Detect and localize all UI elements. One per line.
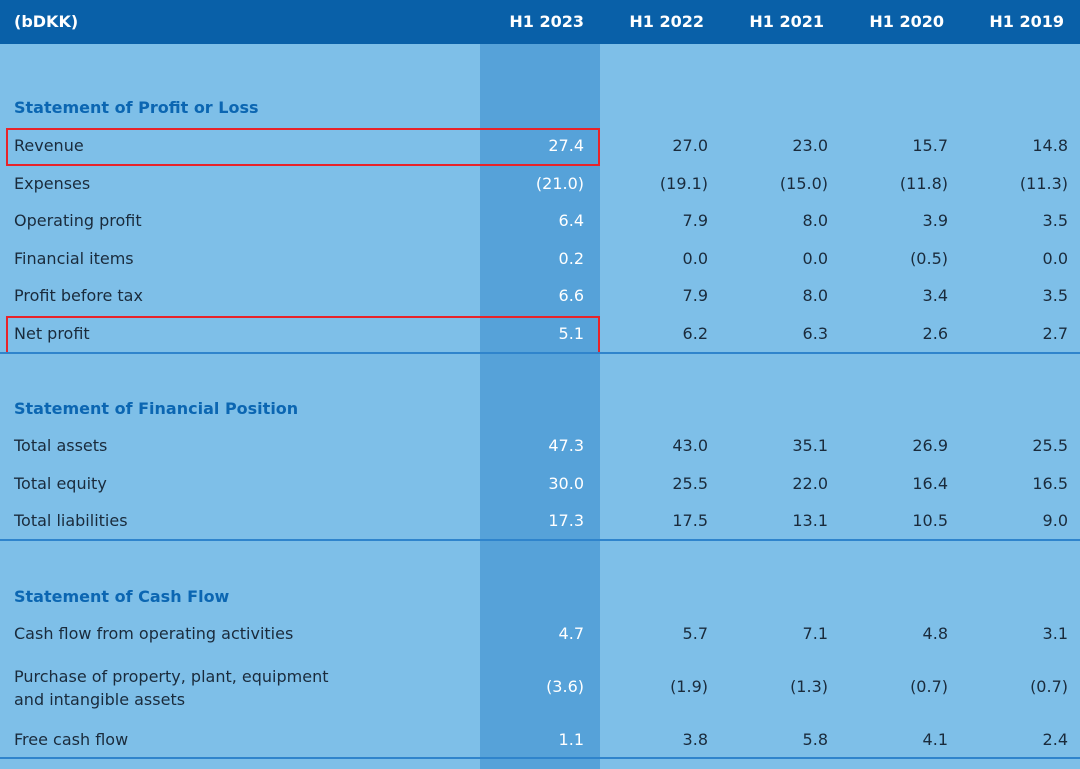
- revenue-highlight-box: [6, 128, 600, 166]
- section-divider: [0, 352, 1080, 354]
- cell-value: 7.9: [682, 286, 708, 305]
- cell-value: 6.6: [558, 286, 584, 305]
- cell-value: 0.2: [558, 249, 584, 268]
- row-label-capex-line-2: and intangible assets: [14, 690, 186, 709]
- cell-value: 17.5: [672, 511, 708, 530]
- cell-value: (0.5): [910, 249, 948, 268]
- row-label-total-equity: Total equity: [14, 474, 107, 493]
- cell-value: 8.0: [802, 286, 828, 305]
- row-label-capex: Purchase of property, plant, equipment a…: [14, 665, 434, 711]
- section-divider: [0, 539, 1080, 541]
- row-label-financial-items: Financial items: [14, 249, 134, 268]
- cell-value: 5.1: [558, 324, 584, 343]
- cell-value: 3.1: [1042, 624, 1068, 643]
- table-header: (bDKK) H1 2023 H1 2022 H1 2021 H1 2020 H…: [0, 0, 1080, 44]
- cell-value: 47.3: [548, 436, 584, 455]
- column-header-h1-2023: H1 2023: [509, 12, 584, 31]
- net-profit-highlight-box: [6, 316, 600, 354]
- cell-value: 17.3: [548, 511, 584, 530]
- cell-value: 30.0: [548, 474, 584, 493]
- cell-value: 25.5: [672, 474, 708, 493]
- cell-value: (19.1): [659, 174, 708, 193]
- section-title-cash-flow: Statement of Cash Flow: [14, 587, 230, 606]
- section-divider: [0, 757, 1080, 759]
- column-header-h1-2020: H1 2020: [869, 12, 944, 31]
- cell-value: 8.0: [802, 211, 828, 230]
- cell-value: 6.4: [558, 211, 584, 230]
- cell-value: 0.0: [682, 249, 708, 268]
- row-label-total-assets: Total assets: [14, 436, 108, 455]
- cell-value: 7.9: [682, 211, 708, 230]
- row-label-expenses: Expenses: [14, 174, 91, 193]
- cell-value: (11.8): [899, 174, 948, 193]
- cell-value: 3.4: [922, 286, 948, 305]
- cell-value: 27.0: [672, 136, 708, 155]
- cell-value: 2.4: [1042, 730, 1068, 749]
- cell-value: 22.0: [792, 474, 828, 493]
- row-label-operating-cash-flow: Cash flow from operating activities: [14, 624, 294, 643]
- column-header-h1-2022: H1 2022: [629, 12, 704, 31]
- row-label-revenue: Revenue: [14, 136, 84, 155]
- cell-value: 10.5: [912, 511, 948, 530]
- cell-value: 14.8: [1032, 136, 1068, 155]
- cell-value: 3.5: [1042, 211, 1068, 230]
- cell-value: 4.7: [558, 624, 584, 643]
- cell-value: 9.0: [1042, 511, 1068, 530]
- row-label-net-profit: Net profit: [14, 324, 90, 343]
- cell-value: (0.7): [910, 677, 948, 696]
- cell-value: 0.0: [802, 249, 828, 268]
- cell-value: 23.0: [792, 136, 828, 155]
- cell-value: 3.5: [1042, 286, 1068, 305]
- cell-value: 6.3: [802, 324, 828, 343]
- cell-value: 16.4: [912, 474, 948, 493]
- cell-value: 0.0: [1042, 249, 1068, 268]
- cell-value: 35.1: [792, 436, 828, 455]
- cell-value: 16.5: [1032, 474, 1068, 493]
- cell-value: (21.0): [535, 174, 584, 193]
- cell-value: (15.0): [779, 174, 828, 193]
- section-title-financial-position: Statement of Financial Position: [14, 399, 299, 418]
- cell-value: 15.7: [912, 136, 948, 155]
- cell-value: 25.5: [1032, 436, 1068, 455]
- cell-value: 6.2: [682, 324, 708, 343]
- cell-value: 4.1: [922, 730, 948, 749]
- cell-value: 3.8: [682, 730, 708, 749]
- row-label-profit-before-tax: Profit before tax: [14, 286, 143, 305]
- row-label-free-cash-flow: Free cash flow: [14, 730, 129, 749]
- cell-value: (11.3): [1019, 174, 1068, 193]
- unit-label: (bDKK): [14, 12, 79, 31]
- row-label-operating-profit: Operating profit: [14, 211, 142, 230]
- cell-value: 26.9: [912, 436, 948, 455]
- cell-value: (1.3): [790, 677, 828, 696]
- cell-value: 5.8: [802, 730, 828, 749]
- cell-value: 13.1: [792, 511, 828, 530]
- column-header-h1-2021: H1 2021: [749, 12, 824, 31]
- section-title-profit-or-loss: Statement of Profit or Loss: [14, 98, 259, 117]
- row-label-total-liabilities: Total liabilities: [14, 511, 128, 530]
- cell-value: 27.4: [548, 136, 584, 155]
- row-label-capex-line-1: Purchase of property, plant, equipment: [14, 667, 329, 686]
- cell-value: (3.6): [546, 677, 584, 696]
- cell-value: 7.1: [802, 624, 828, 643]
- cell-value: 1.1: [558, 730, 584, 749]
- cell-value: 5.7: [682, 624, 708, 643]
- cell-value: 2.6: [922, 324, 948, 343]
- cell-value: 4.8: [922, 624, 948, 643]
- cell-value: 2.7: [1042, 324, 1068, 343]
- cell-value: (1.9): [670, 677, 708, 696]
- cell-value: (0.7): [1030, 677, 1068, 696]
- column-header-h1-2019: H1 2019: [989, 12, 1064, 31]
- cell-value: 43.0: [672, 436, 708, 455]
- cell-value: 3.9: [922, 211, 948, 230]
